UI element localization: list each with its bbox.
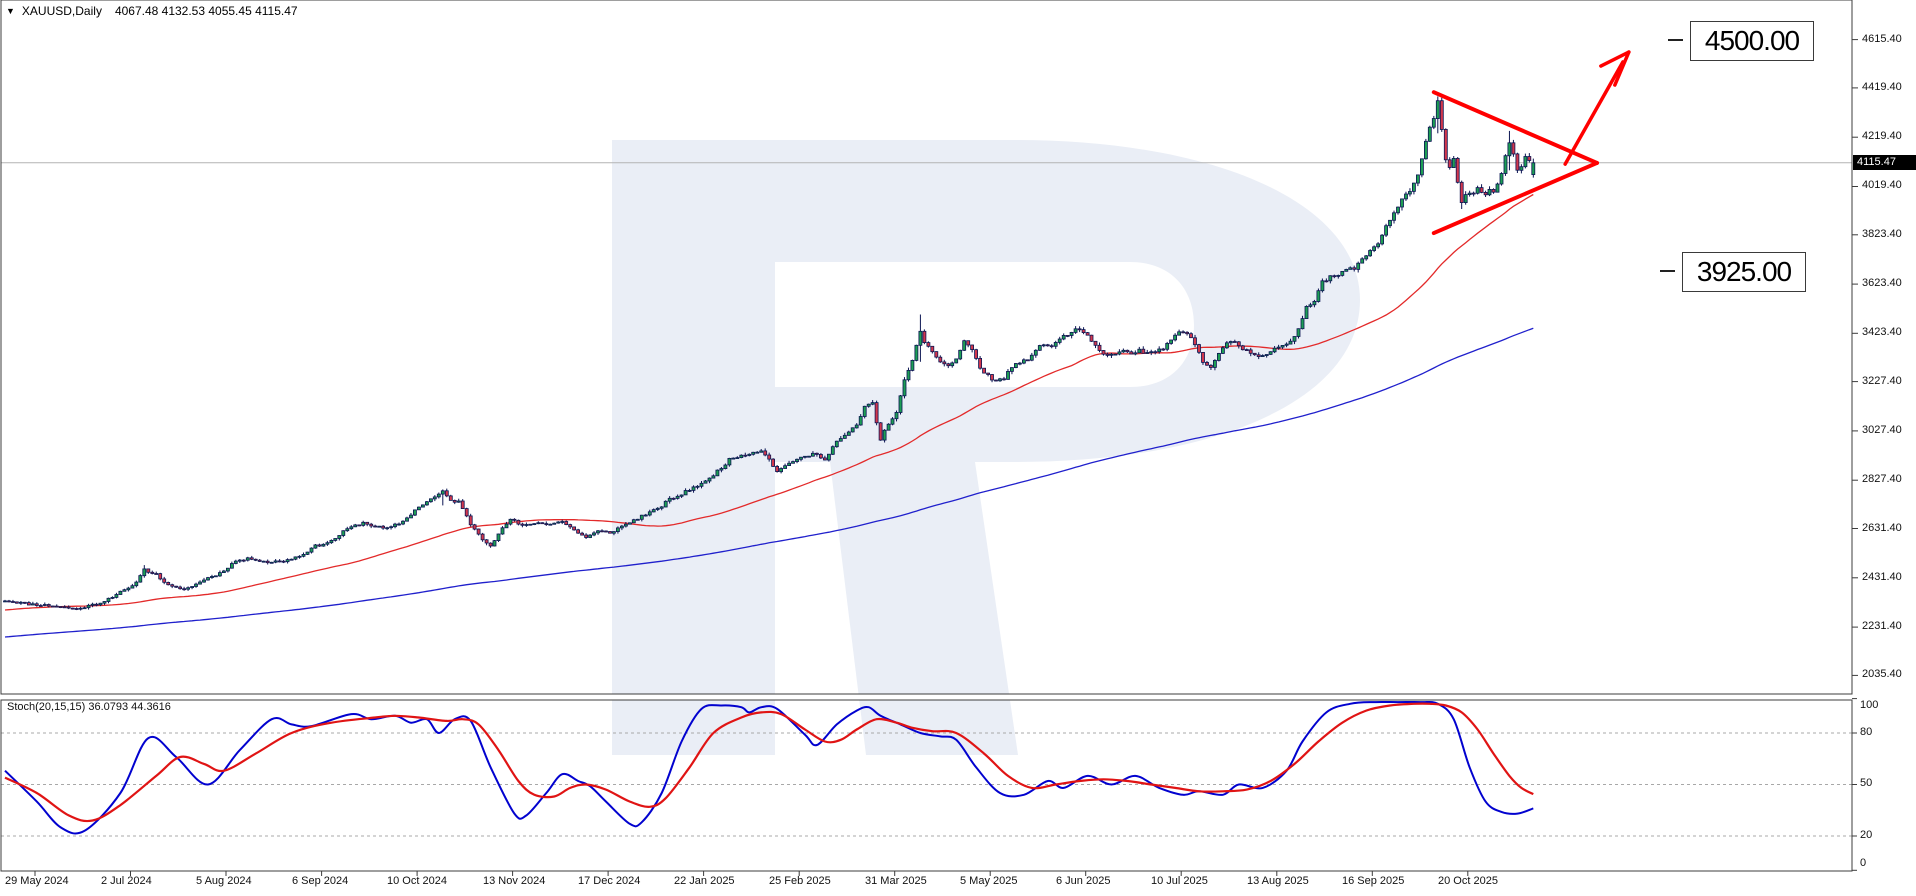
trend-arrow[interactable]	[1563, 50, 1631, 166]
panel-separator	[1, 694, 1852, 700]
price-axis-label: 3027.40	[1862, 424, 1902, 436]
stoch-signal-line[interactable]	[4, 702, 1534, 823]
price-axis-label: 2231.40	[1862, 620, 1902, 632]
time-axis-label: 13 Aug 2025	[1247, 875, 1309, 887]
time-axis-label: 5 May 2025	[960, 875, 1018, 887]
ma-slow-line[interactable]	[4, 327, 1534, 638]
watermark-logo	[612, 140, 1360, 755]
time-axis-label: 10 Oct 2024	[387, 875, 447, 887]
triangle-pattern[interactable]	[1431, 90, 1599, 236]
symbol-dropdown-icon[interactable]: ▼	[6, 6, 15, 16]
price-axis-label: 4219.40	[1862, 130, 1902, 142]
time-axis-label: 29 May 2024	[5, 875, 69, 887]
candles-group[interactable]	[3, 96, 1536, 611]
time-axis-label: 10 Jul 2025	[1151, 875, 1208, 887]
price-axis-label: 4419.40	[1862, 81, 1902, 93]
price-axis-label: 3423.40	[1862, 326, 1902, 338]
price-axis-label: 3227.40	[1862, 375, 1902, 387]
lower-target-price-box[interactable]: 3925.00	[1682, 252, 1806, 292]
price-axis-label: 4615.40	[1862, 33, 1902, 45]
upper-target-price-box[interactable]: 4500.00	[1690, 21, 1814, 61]
time-axis-label: 2 Jul 2024	[101, 875, 152, 887]
time-axis-label: 13 Nov 2024	[483, 875, 546, 887]
price-axis-label: 2431.40	[1862, 571, 1902, 583]
price-axis-label: 3823.40	[1862, 228, 1902, 240]
price-axis-label: 4019.40	[1862, 179, 1902, 191]
axis-ticks	[34, 39, 1858, 876]
price-axis-label: 2035.40	[1862, 668, 1902, 680]
time-axis-label: 22 Jan 2025	[674, 875, 735, 887]
indicator-panel-border	[0, 699, 1853, 872]
time-axis-label: 25 Feb 2025	[769, 875, 831, 887]
time-axis-label: 16 Sep 2025	[1342, 875, 1405, 887]
price-axis-label: 2827.40	[1862, 473, 1902, 485]
time-axis-label: 6 Jun 2025	[1056, 875, 1111, 887]
time-axis-label: 31 Mar 2025	[865, 875, 927, 887]
time-axis-label: 6 Sep 2024	[292, 875, 349, 887]
main-chart-border	[0, 0, 1853, 695]
time-axis-label: 17 Dec 2024	[578, 875, 641, 887]
price-axis-label: 2631.40	[1862, 522, 1902, 534]
price-axis-label: 3623.40	[1862, 277, 1902, 289]
time-axis-label: 5 Aug 2024	[196, 875, 252, 887]
time-axis-label: 20 Oct 2025	[1438, 875, 1498, 887]
